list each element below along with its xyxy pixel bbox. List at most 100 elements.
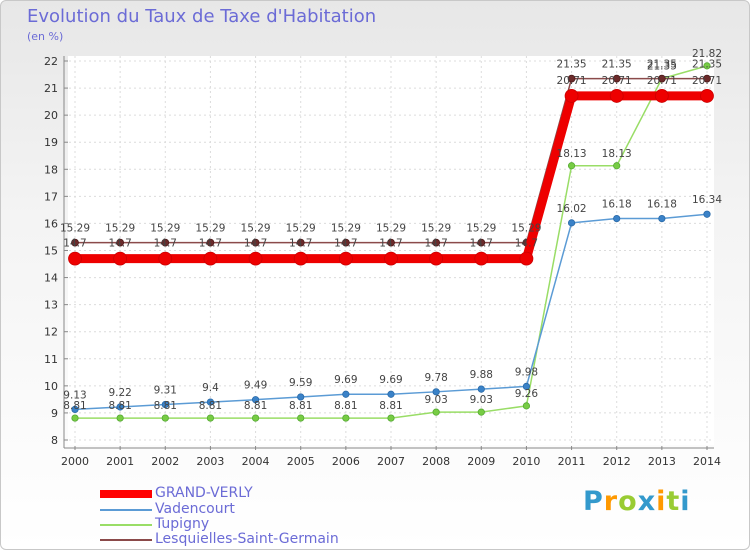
data-point-grand-verly [248,251,263,266]
data-point-lesquielles-saint-germain [703,74,711,83]
y-tick-label: 15 [44,245,58,258]
data-label-lesquielles-saint-germain: 15.29 [105,223,135,235]
x-tick-label: 2010 [512,455,540,468]
data-label-tupigny: 8.81 [244,400,267,412]
data-label-grand-verly: 20.71 [557,75,587,87]
x-tick-label: 2004 [242,455,270,468]
x-tick-label: 2013 [648,455,676,468]
data-point-lesquielles-saint-germain [612,74,621,83]
data-point-tupigny [613,162,621,170]
data-label-lesquielles-saint-germain: 15.29 [466,223,496,235]
data-label-tupigny: 9.26 [515,388,539,400]
data-label-tupigny: 21.35 [647,61,677,73]
data-point-tupigny [477,408,485,416]
x-tick-label: 2000 [61,455,89,468]
legend-swatch-tupigny [100,524,152,526]
x-tick-label: 2011 [558,455,586,468]
data-point-vadencourt [477,385,485,393]
x-tick-label: 2012 [603,455,631,468]
data-label-vadencourt: 9.31 [154,385,177,397]
y-tick-label: 21 [44,82,58,95]
x-tick-label: 2002 [151,455,179,468]
data-point-tupigny [251,414,260,422]
data-point-vadencourt [613,214,621,223]
data-point-lesquielles-saint-germain [296,238,305,247]
data-point-tupigny [206,414,215,422]
data-point-vadencourt [703,210,711,218]
logo-letter: o [618,486,638,517]
data-point-lesquielles-saint-germain [657,74,666,83]
y-axis-unit-label: (en %) [27,30,64,43]
data-label-vadencourt: 9.69 [334,374,357,386]
data-point-lesquielles-saint-germain [161,238,170,247]
data-point-tupigny [703,62,711,70]
y-tick-label: 17 [44,190,58,203]
data-point-grand-verly [429,251,444,266]
data-label-lesquielles-saint-germain: 21.35 [557,59,587,71]
data-label-lesquielles-saint-germain: 21.35 [602,59,632,71]
data-point-vadencourt [161,400,169,409]
data-point-grand-verly [654,89,669,103]
legend-item-lesquielles: Lesquielles-Saint-Germain [100,531,400,548]
data-point-vadencourt [522,382,531,390]
data-label-tupigny: 18.13 [602,148,632,160]
legend-swatch-lesquielles [100,539,152,541]
data-point-grand-verly [609,89,624,103]
legend-item-grand-verly: GRAND-VERLY [100,485,400,502]
legend-label-tupigny: Tupigny [155,516,210,532]
legend-swatch-grand-verly [100,490,152,498]
data-label-vadencourt: 9.22 [108,387,131,399]
y-tick-label: 14 [44,272,58,285]
data-label-vadencourt: 9.88 [470,369,493,381]
data-label-tupigny: 9.03 [424,394,447,406]
data-label-grand-verly: 14.7 [334,238,357,250]
legend-label-grand-verly: GRAND-VERLY [155,485,253,501]
legend-label-vadencourt: Vadencourt [155,501,235,517]
logo-letter: P [583,486,604,517]
data-label-tupigny: 8.81 [154,400,177,412]
data-point-grand-verly [113,251,128,266]
data-label-lesquielles-saint-germain: 15.29 [421,223,451,235]
x-tick-label: 2003 [196,455,224,468]
data-label-grand-verly: 14.7 [154,238,177,250]
data-point-vadencourt [342,390,350,398]
data-point-grand-verly [474,251,489,266]
data-point-tupigny [567,162,576,170]
data-point-lesquielles-saint-germain [251,238,260,247]
y-tick-label: 16 [44,217,58,230]
data-label-grand-verly: 14.7 [289,238,312,250]
proxiti-logo: Proxiti [583,486,691,517]
data-point-lesquielles-saint-germain [387,238,395,247]
data-point-grand-verly [384,251,398,266]
y-tick-label: 18 [44,163,58,176]
data-label-lesquielles-saint-germain: 21.35 [692,59,722,71]
data-point-vadencourt [297,393,305,401]
data-point-tupigny [387,414,395,422]
y-tick-label: 12 [44,326,58,339]
data-label-vadencourt: 9.59 [289,377,312,389]
data-label-tupigny: 18.13 [557,148,587,160]
data-point-tupigny [297,414,305,422]
data-label-vadencourt: 16.34 [692,194,722,206]
logo-letter: x [637,486,657,517]
data-label-tupigny: 8.81 [63,400,86,412]
logo-letter: t [666,486,681,517]
data-label-tupigny: 8.81 [199,400,222,412]
data-point-tupigny [432,408,440,416]
data-point-grand-verly [158,251,173,266]
data-label-tupigny: 8.81 [334,400,357,412]
data-label-lesquielles-saint-germain: 15.29 [241,223,271,235]
data-label-grand-verly: 20.71 [602,75,632,87]
data-point-tupigny [522,402,531,410]
logo-letter: i [680,486,691,517]
x-tick-label: 2014 [693,455,721,468]
data-label-grand-verly: 14.7 [108,238,131,250]
x-tick-label: 2001 [106,455,134,468]
data-point-lesquielles-saint-germain [477,238,486,247]
y-tick-label: 9 [51,407,58,420]
data-point-lesquielles-saint-germain [71,238,79,247]
data-point-tupigny [161,414,169,422]
data-label-tupigny: 8.81 [379,400,402,412]
data-label-vadencourt: 9.78 [424,372,447,384]
